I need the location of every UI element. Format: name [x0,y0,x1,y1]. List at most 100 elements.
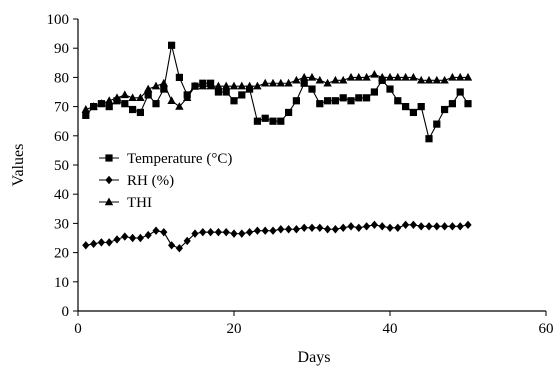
data-point [316,100,324,108]
y-axis-title: Values [10,144,27,187]
data-point [292,75,301,84]
legend-item: THI [99,195,152,211]
data-point [448,72,457,81]
series-triangle [81,69,473,113]
data-point [448,100,456,108]
legend-item: Temperature (°C) [99,151,232,167]
data-point [90,239,98,249]
data-point [285,225,293,234]
data-point [230,97,238,105]
data-point [393,72,402,81]
data-point [183,93,192,102]
data-point [401,72,410,81]
data-point [425,135,433,143]
y-tick-label: 90 [54,41,69,57]
data-point [315,75,324,84]
data-point [214,227,222,237]
data-point [191,229,199,238]
data-point [402,220,410,230]
data-point [144,91,152,99]
data-point [136,93,145,102]
data-point [128,93,137,102]
axes: 0 10 20 30 40 50 60 70 80 90 100 0 20 40 60 [47,12,554,337]
y-tick-label: 70 [54,100,69,116]
data-point [136,233,144,243]
legend-marker [105,154,113,162]
data-point [441,105,449,114]
data-point [308,223,316,232]
y-tick-label: 40 [54,187,69,203]
legend: Temperature (°C) RH (%) THI [99,151,232,211]
data-point [355,223,363,232]
data-point [323,78,332,87]
data-point [424,75,434,84]
data-point [261,114,269,122]
data-point [269,117,277,125]
data-point [363,94,371,102]
legend-label: THI [127,195,152,211]
data-point [339,75,348,84]
data-point [261,78,270,87]
data-point [81,105,90,113]
data-point [277,225,285,234]
data-point [82,111,90,119]
y-tick-label: 30 [54,216,69,232]
data-point [394,223,402,232]
data-point [277,117,285,125]
y-tick-label: 20 [54,246,69,262]
data-point [222,227,230,237]
data-point [433,222,441,231]
data-point [378,222,386,231]
data-point [268,78,278,87]
data-point [441,222,449,231]
data-point [347,222,355,231]
data-point [292,97,300,105]
y-tick-label: 10 [54,275,69,291]
y-tick-label: 50 [54,158,69,174]
data-point [238,91,246,99]
data-point [183,236,191,246]
data-point [97,238,105,247]
data-point [409,220,417,230]
data-point [129,105,137,114]
data-point [105,96,114,104]
data-point [456,222,464,231]
data-point [409,108,417,117]
data-point [152,100,160,108]
data-point [129,233,137,243]
data-point [370,220,378,230]
data-point [463,72,473,81]
y-tick-label: 80 [54,70,69,86]
data-point [222,88,230,96]
data-point [206,81,215,90]
data-point [82,241,90,250]
legend-marker [104,197,114,206]
data-point [331,97,339,105]
data-point [464,100,472,108]
data-point [120,90,129,99]
data-point [105,103,113,111]
y-tick-label: 0 [62,304,70,320]
data-point [121,232,129,241]
data-point [386,223,394,232]
data-point [417,75,426,84]
data-point [261,226,269,235]
y-tick-label: 60 [54,129,69,145]
data-point [190,81,200,90]
data-point [440,75,449,84]
data-point [136,108,144,117]
data-point [222,81,231,90]
data-point [214,88,222,96]
data-point [230,229,238,238]
x-tick-label: 0 [74,321,82,337]
data-point [425,222,433,231]
data-point [168,41,176,49]
data-point [167,96,176,104]
x-axis-title: Days [298,349,331,366]
data-point [246,227,254,237]
data-point [432,75,441,84]
data-point [394,97,402,105]
data-point [331,225,339,234]
data-point [464,220,472,230]
